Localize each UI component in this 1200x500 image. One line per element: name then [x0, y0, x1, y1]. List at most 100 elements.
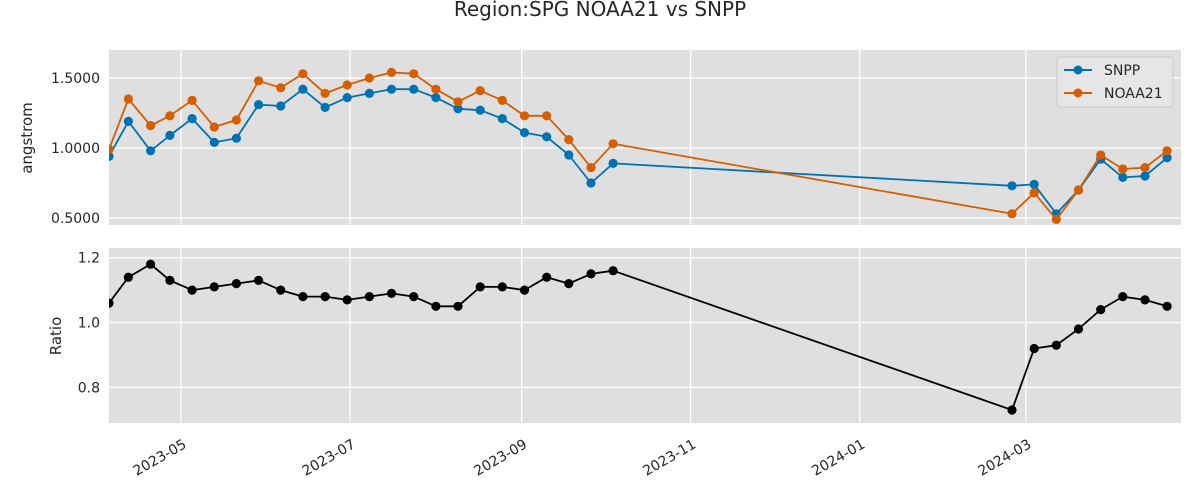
data-point-noaa21: [187, 95, 197, 105]
data-point-noaa21: [475, 86, 485, 96]
data-point-ratio: [453, 301, 463, 311]
x-tick-label: 2023-05: [131, 437, 190, 480]
y-tick-label: 0.8: [78, 380, 100, 396]
data-point-ratio: [386, 288, 397, 298]
data-point-noaa21: [298, 69, 308, 79]
data-point-ratio: [342, 295, 352, 305]
data-point-ratio: [254, 275, 264, 285]
data-point-ratio: [364, 292, 374, 302]
chart-title: Region:SPG NOAA21 vs SNPP: [454, 0, 746, 21]
data-point-noaa21: [254, 76, 264, 86]
data-point-noaa21: [364, 73, 374, 83]
data-point-snpp: [1118, 172, 1128, 182]
data-point-noaa21: [409, 69, 419, 79]
data-point-ratio: [1073, 324, 1084, 334]
data-point-snpp: [209, 137, 219, 147]
data-point-ratio: [1118, 292, 1128, 302]
data-point-noaa21: [1118, 164, 1128, 174]
data-point-snpp: [146, 146, 156, 156]
data-point-ratio: [187, 285, 197, 295]
data-point-snpp: [231, 133, 241, 143]
data-point-noaa21: [497, 95, 507, 105]
data-point-snpp: [1162, 153, 1172, 163]
data-point-noaa21: [1096, 150, 1106, 160]
data-point-snpp: [564, 150, 574, 160]
data-point-snpp: [1029, 179, 1039, 189]
data-point-ratio: [1140, 295, 1150, 305]
data-point-noaa21: [1007, 209, 1017, 219]
data-point-noaa21: [1162, 146, 1172, 156]
data-point-ratio: [409, 292, 419, 302]
panel-angstrom-background: [109, 50, 1181, 225]
data-point-noaa21: [276, 83, 286, 93]
data-point-noaa21: [431, 84, 441, 94]
data-point-snpp: [123, 116, 133, 126]
data-point-snpp: [187, 114, 197, 124]
data-point-snpp: [109, 151, 114, 161]
data-point-snpp: [475, 105, 485, 115]
data-point-noaa21: [1140, 163, 1150, 173]
data-point-snpp: [519, 128, 530, 138]
data-point-noaa21: [320, 88, 330, 98]
data-point-noaa21: [542, 111, 552, 121]
panel-ratio: 0.8 1.0 1.2 Ratio: [47, 248, 1181, 423]
data-point-snpp: [608, 158, 618, 168]
panel-angstrom: 0.5000 1.0000 1.5000 angstrom SNPP NOAA21: [18, 50, 1181, 227]
x-tick-label: 2023-07: [300, 437, 359, 480]
data-point-snpp: [320, 102, 330, 112]
data-point-ratio: [123, 272, 133, 282]
data-point-ratio: [608, 266, 618, 276]
data-point-snpp: [1007, 181, 1017, 191]
data-point-noaa21: [146, 121, 156, 131]
data-point-snpp: [453, 104, 463, 114]
data-point-noaa21: [109, 144, 114, 154]
data-point-noaa21: [564, 135, 574, 145]
data-point-noaa21: [1029, 188, 1039, 198]
data-point-noaa21: [342, 80, 352, 90]
data-point-ratio: [586, 269, 596, 279]
data-point-snpp: [431, 93, 441, 103]
x-tick-label: 2024-01: [809, 437, 868, 480]
data-point-snpp: [276, 101, 286, 111]
data-point-snpp: [386, 84, 397, 94]
data-point-snpp: [342, 93, 352, 103]
data-point-snpp: [409, 84, 419, 94]
data-point-snpp: [298, 84, 308, 94]
panel-angstrom-series: [109, 67, 1172, 224]
panel-angstrom-y-ticks: 0.5000 1.0000 1.5000: [51, 71, 100, 227]
panel-ratio-grid: [109, 248, 1181, 423]
data-point-ratio: [475, 282, 485, 292]
data-point-noaa21: [231, 115, 241, 125]
data-point-ratio: [1096, 305, 1106, 315]
data-point-noaa21: [586, 163, 596, 173]
data-point-snpp: [586, 178, 596, 188]
y-tick-label: 1.5000: [51, 71, 100, 87]
panel-angstrom-grid: [109, 50, 1181, 225]
legend-noaa21-label: NOAA21: [1104, 86, 1163, 102]
data-point-ratio: [497, 282, 507, 292]
y-tick-label: 1.0000: [51, 141, 100, 157]
data-point-ratio: [109, 298, 114, 308]
panel-ratio-background: [109, 248, 1181, 423]
data-point-noaa21: [209, 122, 219, 132]
legend-snpp-marker: [1073, 65, 1083, 75]
data-point-noaa21: [165, 111, 175, 121]
data-point-ratio: [320, 292, 330, 302]
data-point-snpp: [1140, 171, 1150, 181]
data-point-ratio: [564, 279, 574, 289]
data-point-snpp: [497, 114, 507, 124]
data-point-noaa21: [608, 139, 618, 149]
data-point-ratio: [1051, 340, 1061, 350]
data-point-ratio: [1162, 301, 1172, 311]
data-point-noaa21: [123, 94, 133, 104]
y-tick-label: 1.0: [78, 316, 100, 332]
data-point-ratio: [209, 282, 219, 292]
data-point-noaa21: [453, 97, 463, 107]
data-point-ratio: [1007, 405, 1017, 415]
data-point-snpp: [542, 132, 552, 142]
data-point-ratio: [1029, 343, 1039, 354]
data-point-ratio: [542, 272, 552, 282]
x-tick-label: 2024-03: [976, 437, 1035, 480]
data-point-noaa21: [1073, 185, 1084, 195]
